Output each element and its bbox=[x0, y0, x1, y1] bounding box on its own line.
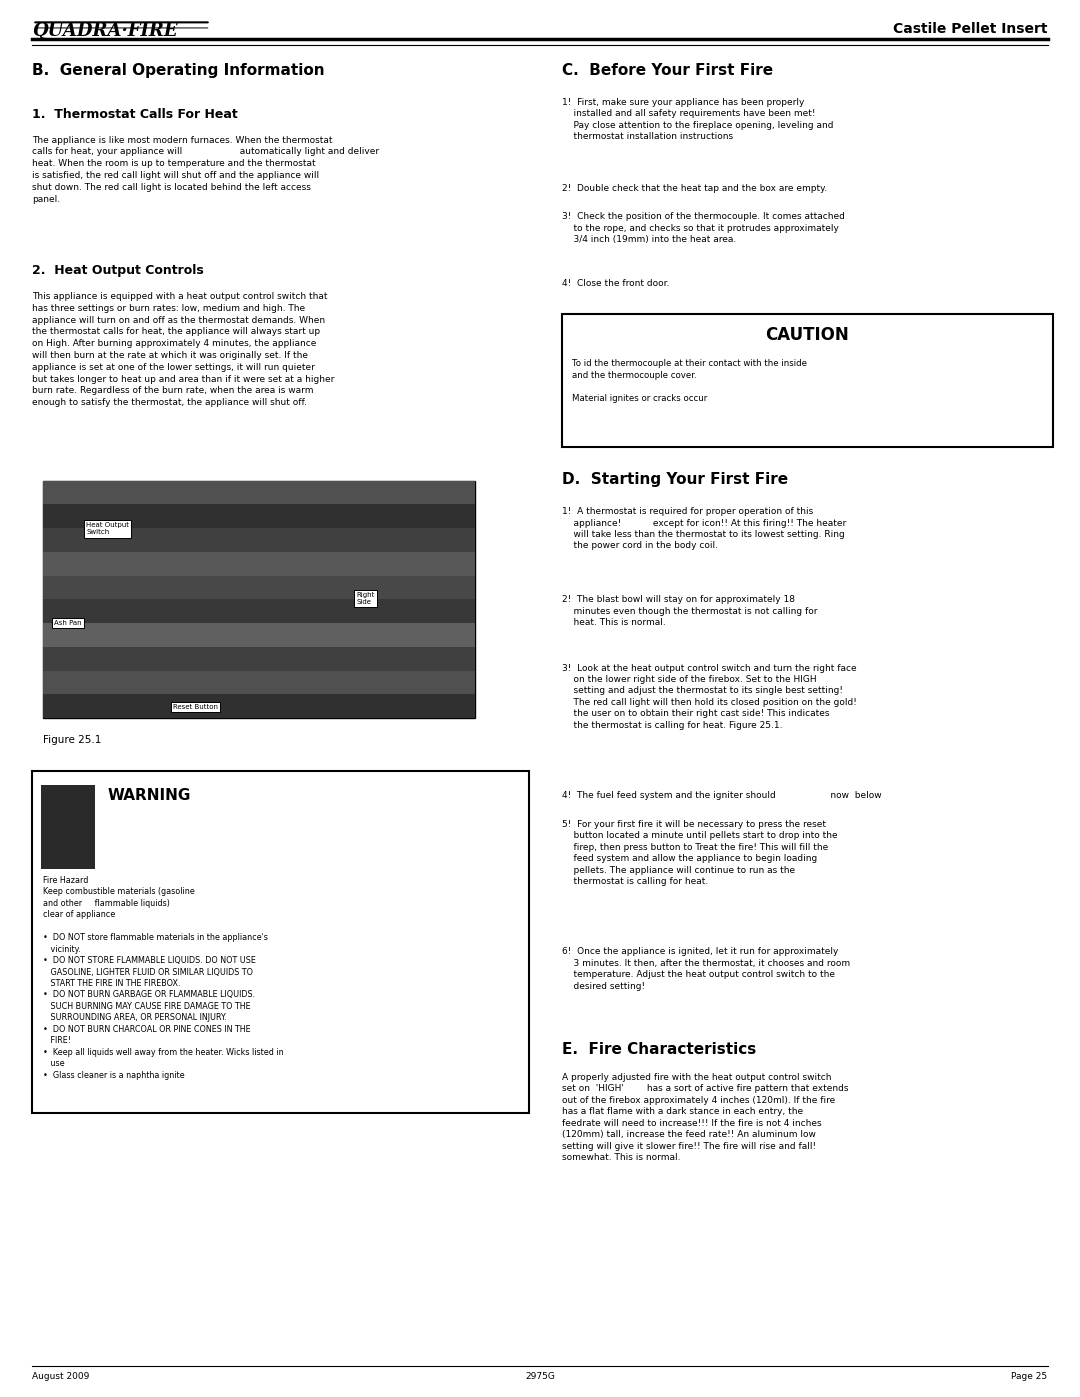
Bar bbox=[43, 576, 475, 599]
Text: 1.  Thermostat Calls For Heat: 1. Thermostat Calls For Heat bbox=[32, 108, 239, 120]
Text: 6!  Once the appliance is ignited, let it run for approximately
    3 minutes. I: 6! Once the appliance is ignited, let it… bbox=[562, 947, 850, 990]
Bar bbox=[41, 785, 95, 869]
Text: To id the thermocouple at their contact with the inside
and the thermocouple cov: To id the thermocouple at their contact … bbox=[572, 359, 808, 404]
Text: Page 25: Page 25 bbox=[1012, 1372, 1048, 1380]
Text: 2.  Heat Output Controls: 2. Heat Output Controls bbox=[32, 264, 204, 277]
FancyBboxPatch shape bbox=[32, 771, 529, 1113]
Text: C.  Before Your First Fire: C. Before Your First Fire bbox=[562, 63, 772, 78]
Text: E.  Fire Characteristics: E. Fire Characteristics bbox=[562, 1042, 756, 1058]
Bar bbox=[43, 671, 475, 694]
Text: 2!  Double check that the heat tap and the box are empty.: 2! Double check that the heat tap and th… bbox=[562, 184, 826, 193]
Text: Ash Pan: Ash Pan bbox=[54, 620, 82, 626]
Text: Right
Side: Right Side bbox=[356, 592, 375, 605]
Text: 1!  A thermostat is required for proper operation of this
    appliance!        : 1! A thermostat is required for proper o… bbox=[562, 507, 846, 550]
Bar bbox=[43, 528, 475, 552]
Text: August 2009: August 2009 bbox=[32, 1372, 90, 1380]
Text: CAUTION: CAUTION bbox=[766, 326, 849, 344]
Bar bbox=[43, 599, 475, 623]
Text: QUADRA·FIRE: QUADRA·FIRE bbox=[32, 22, 178, 41]
Text: Reset Button: Reset Button bbox=[173, 704, 218, 710]
Bar bbox=[43, 481, 475, 504]
Text: This appliance is equipped with a heat output control switch that
has three sett: This appliance is equipped with a heat o… bbox=[32, 292, 335, 407]
Text: 5!  For your first fire it will be necessary to press the reset
    button locat: 5! For your first fire it will be necess… bbox=[562, 820, 837, 886]
Text: D.  Starting Your First Fire: D. Starting Your First Fire bbox=[562, 472, 787, 488]
Text: Castile Pellet Insert: Castile Pellet Insert bbox=[893, 22, 1048, 36]
Text: 4!  The fuel feed system and the igniter should                   now  below: 4! The fuel feed system and the igniter … bbox=[562, 791, 881, 799]
FancyBboxPatch shape bbox=[43, 481, 475, 718]
Bar bbox=[43, 504, 475, 528]
Text: 1!  First, make sure your appliance has been properly
    installed and all safe: 1! First, make sure your appliance has b… bbox=[562, 98, 833, 141]
Bar bbox=[43, 552, 475, 576]
Text: 2975G: 2975G bbox=[525, 1372, 555, 1380]
Text: 4!  Close the front door.: 4! Close the front door. bbox=[562, 279, 669, 288]
Text: A properly adjusted fire with the heat output control switch
set on  'HIGH'     : A properly adjusted fire with the heat o… bbox=[562, 1073, 848, 1162]
Text: 3!  Check the position of the thermocouple. It comes attached
    to the rope, a: 3! Check the position of the thermocoupl… bbox=[562, 212, 845, 244]
Text: 2!  The blast bowl will stay on for approximately 18
    minutes even though the: 2! The blast bowl will stay on for appro… bbox=[562, 595, 818, 627]
FancyBboxPatch shape bbox=[562, 314, 1053, 447]
Text: WARNING: WARNING bbox=[108, 788, 191, 803]
Text: The appliance is like most modern furnaces. When the thermostat
calls for heat, : The appliance is like most modern furnac… bbox=[32, 136, 379, 204]
Bar bbox=[43, 623, 475, 647]
Bar bbox=[43, 647, 475, 671]
Text: Heat Output
Switch: Heat Output Switch bbox=[86, 522, 130, 535]
Text: 3!  Look at the heat output control switch and turn the right face
    on the lo: 3! Look at the heat output control switc… bbox=[562, 664, 856, 729]
Text: Figure 25.1: Figure 25.1 bbox=[43, 735, 102, 745]
Text: Fire Hazard
Keep combustible materials (gasoline
and other     flammable liquids: Fire Hazard Keep combustible materials (… bbox=[43, 876, 284, 1080]
Text: B.  General Operating Information: B. General Operating Information bbox=[32, 63, 325, 78]
Bar bbox=[43, 694, 475, 718]
